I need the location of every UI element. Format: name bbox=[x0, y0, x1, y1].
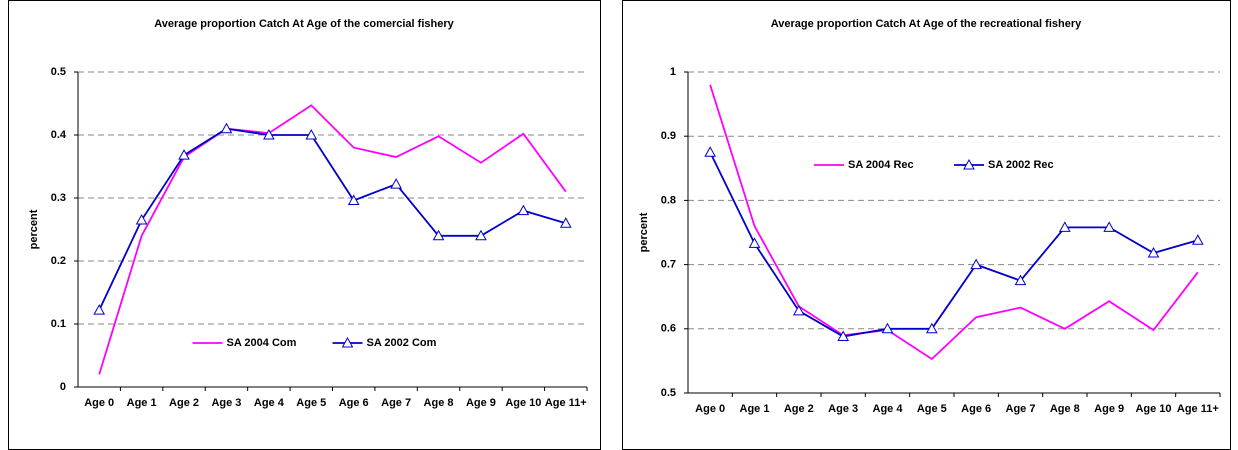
data-point bbox=[347, 194, 360, 206]
data-point bbox=[970, 258, 983, 270]
y-tick-label: 0.2 bbox=[51, 255, 66, 267]
data-point bbox=[1014, 274, 1027, 286]
x-tick-label: Age 9 bbox=[466, 397, 496, 409]
data-point bbox=[263, 128, 275, 140]
data-point bbox=[432, 229, 445, 241]
data-point bbox=[93, 304, 106, 315]
x-tick-label: Age 1 bbox=[127, 397, 157, 409]
data-point bbox=[881, 322, 894, 334]
y-axis-label: percent bbox=[638, 212, 650, 252]
series-line bbox=[98, 127, 567, 311]
x-tick-label: Age 9 bbox=[1094, 403, 1124, 415]
data-point bbox=[517, 204, 530, 216]
x-tick-label: Age 6 bbox=[961, 403, 991, 415]
x-tick-label: Age 1 bbox=[740, 403, 770, 415]
legend-label: SA 2004 Rec bbox=[848, 159, 914, 171]
series-line bbox=[98, 104, 567, 375]
x-tick-label: Age 10 bbox=[1135, 403, 1171, 415]
data-point bbox=[135, 214, 148, 225]
x-tick-label: Age 3 bbox=[211, 397, 241, 409]
y-tick-label: 0.8 bbox=[661, 194, 676, 206]
x-tick-label: Age 4 bbox=[254, 397, 285, 409]
y-tick-label: 0.1 bbox=[51, 318, 66, 330]
x-tick-label: Age 2 bbox=[784, 403, 814, 415]
x-tick-label: Age 7 bbox=[1006, 403, 1036, 415]
y-tick-label: 0 bbox=[60, 381, 66, 393]
y-tick-label: 1 bbox=[670, 66, 676, 78]
x-tick-label: Age 8 bbox=[1050, 403, 1080, 415]
data-point bbox=[925, 322, 938, 334]
data-point bbox=[1058, 221, 1071, 232]
legend-label: SA 2002 Com bbox=[367, 337, 437, 349]
x-tick-label: Age 4 bbox=[873, 403, 904, 415]
y-axis-label: percent bbox=[28, 209, 40, 249]
x-tick-label: Age 11+ bbox=[1177, 403, 1219, 415]
data-point bbox=[178, 149, 190, 160]
data-point bbox=[1103, 221, 1116, 232]
x-tick-label: Age 0 bbox=[695, 403, 725, 415]
legend-label: SA 2004 Com bbox=[227, 337, 297, 349]
y-tick-label: 0.5 bbox=[51, 66, 66, 78]
x-tick-label: Age 5 bbox=[296, 397, 326, 409]
legend-marker bbox=[963, 158, 975, 170]
data-point bbox=[1147, 247, 1160, 258]
data-point bbox=[748, 237, 761, 248]
x-tick-label: Age 5 bbox=[917, 403, 947, 415]
x-tick-label: Age 11+ bbox=[545, 397, 587, 409]
x-tick-label: Age 2 bbox=[169, 397, 199, 409]
data-point bbox=[1191, 234, 1204, 245]
panel-frame bbox=[622, 0, 1231, 450]
data-point bbox=[704, 146, 717, 157]
data-point bbox=[475, 229, 487, 241]
chart-title: Average proportion Catch At Age of the r… bbox=[771, 18, 1082, 30]
x-tick-label: Age 8 bbox=[424, 397, 454, 409]
data-point bbox=[792, 304, 805, 316]
data-point bbox=[390, 178, 402, 189]
y-tick-label: 0.3 bbox=[51, 192, 66, 204]
legend-label: SA 2002 Rec bbox=[988, 159, 1054, 171]
y-tick-label: 0.6 bbox=[661, 323, 676, 335]
data-point bbox=[220, 122, 233, 134]
x-tick-label: Age 0 bbox=[84, 397, 114, 409]
data-point bbox=[559, 217, 572, 228]
data-point bbox=[837, 330, 850, 342]
y-tick-label: 0.5 bbox=[661, 387, 676, 399]
panel-frame bbox=[8, 0, 601, 450]
legend-marker bbox=[341, 336, 354, 348]
chart-title: Average proportion Catch At Age of the c… bbox=[154, 18, 454, 30]
y-tick-label: 0.4 bbox=[51, 129, 67, 141]
y-tick-label: 0.9 bbox=[661, 130, 676, 142]
series-line bbox=[709, 151, 1199, 338]
y-tick-label: 0.7 bbox=[661, 259, 676, 271]
series-line bbox=[709, 84, 1199, 361]
x-tick-label: Age 3 bbox=[828, 403, 858, 415]
x-tick-label: Age 10 bbox=[505, 397, 541, 409]
x-tick-label: Age 7 bbox=[381, 397, 411, 409]
x-tick-label: Age 6 bbox=[339, 397, 369, 409]
data-point bbox=[305, 128, 318, 140]
